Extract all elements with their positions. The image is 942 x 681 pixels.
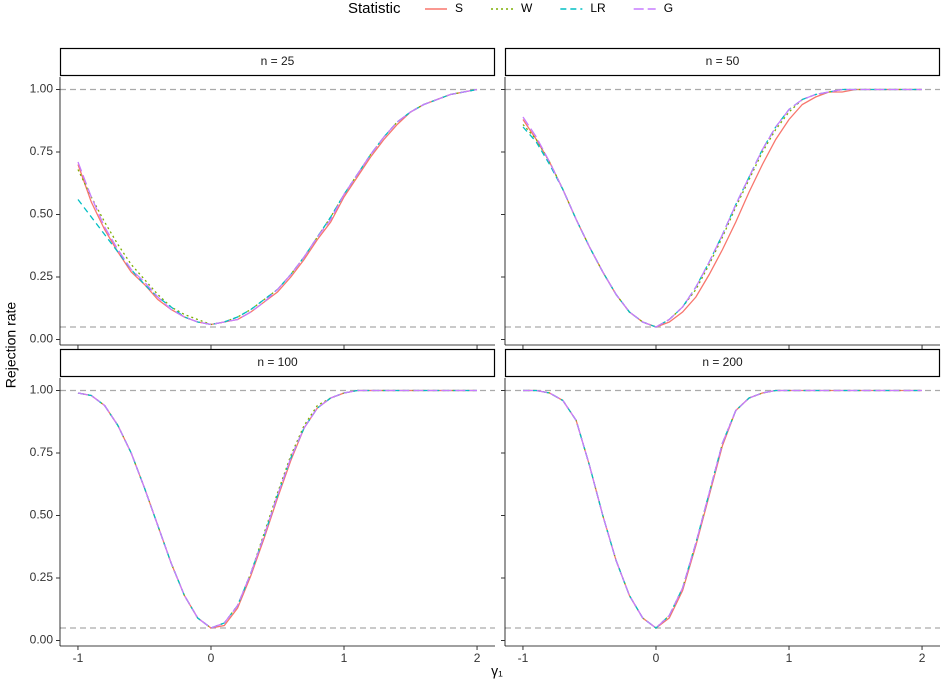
legend-label: S <box>455 1 463 15</box>
series-line <box>77 389 477 629</box>
y-tick-label: 0.00 <box>30 332 54 346</box>
legend-label: W <box>521 1 533 15</box>
series-line <box>522 88 922 328</box>
series-line <box>77 88 478 326</box>
facet-strip <box>504 348 941 378</box>
y-tick-label: 1.00 <box>30 383 54 397</box>
facet-title: n = 25 <box>261 54 295 68</box>
legend-label: LR <box>590 1 606 15</box>
series-line <box>522 88 922 328</box>
series-line <box>77 389 477 629</box>
facet-strip <box>59 348 496 378</box>
y-tick-label: 0.50 <box>30 207 54 221</box>
x-tick-label: 1 <box>341 651 348 665</box>
series-line <box>77 389 477 629</box>
series-line <box>522 88 922 328</box>
y-tick-label: 0.25 <box>30 269 54 283</box>
facet-title: n = 200 <box>702 355 743 369</box>
facet-title: n = 100 <box>257 355 298 369</box>
series-line <box>77 389 477 629</box>
y-tick-label: 0.75 <box>30 445 54 459</box>
facet-strip <box>59 47 496 77</box>
y-tick-label: 1.00 <box>30 82 54 96</box>
x-tick-label: 0 <box>208 651 215 665</box>
series-line <box>523 389 922 629</box>
y-tick-label: 0.00 <box>30 633 54 647</box>
y-tick-label: 0.25 <box>30 570 54 584</box>
y-axis-label: Rejection rate <box>3 302 19 389</box>
series-line <box>523 389 922 629</box>
series-line <box>522 88 922 328</box>
x-tick-label: -1 <box>73 651 84 665</box>
x-tick-label: -1 <box>518 651 529 665</box>
facet-strip <box>504 47 941 77</box>
x-axis-label: γ₁ <box>491 663 503 679</box>
y-tick-label: 0.50 <box>30 508 54 522</box>
legend-label: G <box>664 1 673 15</box>
y-tick-label: 0.75 <box>30 144 54 158</box>
facet-title: n = 50 <box>706 54 740 68</box>
x-tick-label: 2 <box>474 651 481 665</box>
series-line <box>523 389 922 629</box>
series-line <box>523 389 922 629</box>
x-tick-label: 0 <box>653 651 660 665</box>
x-tick-label: 1 <box>786 651 793 665</box>
legend-title: Statistic <box>348 0 401 17</box>
x-tick-label: 2 <box>919 651 926 665</box>
